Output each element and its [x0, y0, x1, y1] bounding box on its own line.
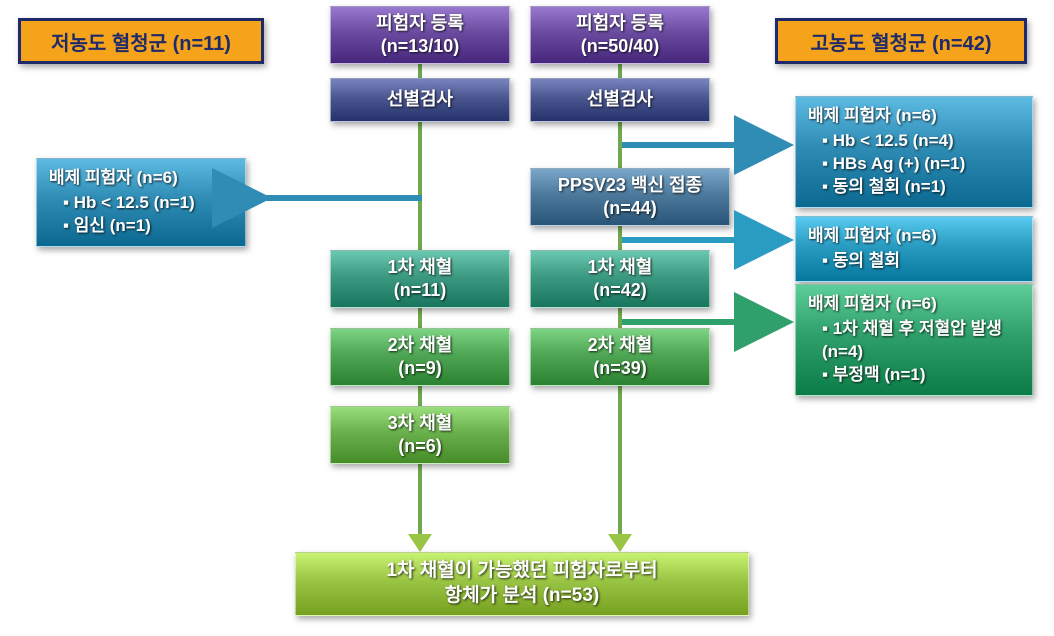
left-draw1: 1차 채혈 (n=11) — [330, 250, 510, 308]
exclude-right-2-item: 동의 철회 — [822, 250, 1020, 273]
exclude-right-1-list: Hb < 12.5 (n=4) HBs Ag (+) (n=1) 동의 철회 (… — [808, 130, 1020, 199]
final-text: 1차 채혈이 가능했던 피험자로부터 항체가 분석 (n=53) — [386, 559, 657, 608]
exclude-right-2-title: 배제 피험자 (n=6) — [808, 225, 1020, 248]
right-enroll-text: 피험자 등록 (n=50/40) — [576, 12, 664, 59]
exclude-left: 배제 피험자 (n=6) Hb < 12.5 (n=1) 임신 (n=1) — [36, 158, 246, 247]
arrow-left-exclude — [246, 188, 424, 208]
exclude-right-1-item: Hb < 12.5 (n=4) — [822, 130, 1020, 153]
arrow-right-exclude-2 — [622, 230, 800, 250]
left-enroll: 피험자 등록 (n=13/10) — [330, 6, 510, 64]
header-right-text: 고농도 혈청군 (n=42) — [811, 27, 992, 56]
arrow-right-exclude-3 — [622, 312, 800, 332]
header-left-text: 저농도 혈청군 (n=11) — [51, 27, 231, 56]
header-left: 저농도 혈청군 (n=11) — [18, 18, 264, 64]
exclude-left-title: 배제 피험자 (n=6) — [49, 167, 233, 190]
right-vaccine-text: PPSV23 백신 접종 (n=44) — [558, 174, 702, 221]
exclude-left-item: 임신 (n=1) — [63, 215, 233, 238]
exclude-right-3: 배제 피험자 (n=6) 1차 채혈 후 저혈압 발생 (n=4) 부정맥 (n… — [795, 284, 1033, 396]
exclude-right-1-item: 동의 철회 (n=1) — [822, 176, 1020, 199]
left-enroll-text: 피험자 등록 (n=13/10) — [376, 12, 464, 59]
exclude-right-1-item: HBs Ag (+) (n=1) — [822, 153, 1020, 176]
left-draw1-text: 1차 채혈 (n=11) — [388, 256, 453, 303]
left-draw3: 3차 채혈 (n=6) — [330, 406, 510, 464]
right-screen: 선별검사 — [530, 78, 710, 122]
exclude-right-3-list: 1차 채혈 후 저혈압 발생 (n=4) 부정맥 (n=1) — [808, 318, 1020, 387]
left-screen-text: 선별검사 — [387, 88, 453, 111]
arrow-right-exclude-1 — [622, 135, 800, 155]
right-draw2: 2차 채혈 (n=39) — [530, 328, 710, 386]
exclude-left-list: Hb < 12.5 (n=1) 임신 (n=1) — [49, 192, 233, 238]
left-screen: 선별검사 — [330, 78, 510, 122]
exclude-right-3-item: 1차 채혈 후 저혈압 발생 (n=4) — [822, 318, 1020, 364]
left-draw2-text: 2차 채혈 (n=9) — [388, 334, 453, 381]
final-box: 1차 채혈이 가능했던 피험자로부터 항체가 분석 (n=53) — [295, 552, 749, 616]
exclude-right-1: 배제 피험자 (n=6) Hb < 12.5 (n=4) HBs Ag (+) … — [795, 96, 1033, 208]
exclude-right-2-list: 동의 철회 — [808, 250, 1020, 273]
left-arrowhead-final — [408, 534, 432, 552]
exclude-left-item: Hb < 12.5 (n=1) — [63, 192, 233, 215]
left-draw3-text: 3차 채혈 (n=6) — [388, 412, 453, 459]
right-enroll: 피험자 등록 (n=50/40) — [530, 6, 710, 64]
exclude-right-2: 배제 피험자 (n=6) 동의 철회 — [795, 216, 1033, 282]
right-vaccine: PPSV23 백신 접종 (n=44) — [530, 168, 730, 226]
exclude-right-1-title: 배제 피험자 (n=6) — [808, 105, 1020, 128]
right-screen-text: 선별검사 — [587, 88, 653, 111]
right-draw1-text: 1차 채혈 (n=42) — [588, 256, 653, 303]
right-arrowhead-final — [608, 534, 632, 552]
left-draw2: 2차 채혈 (n=9) — [330, 328, 510, 386]
right-draw1: 1차 채혈 (n=42) — [530, 250, 710, 308]
exclude-right-3-title: 배제 피험자 (n=6) — [808, 293, 1020, 316]
exclude-right-3-item: 부정맥 (n=1) — [822, 364, 1020, 387]
right-draw2-text: 2차 채혈 (n=39) — [588, 334, 653, 381]
header-right: 고농도 혈청군 (n=42) — [775, 18, 1027, 64]
